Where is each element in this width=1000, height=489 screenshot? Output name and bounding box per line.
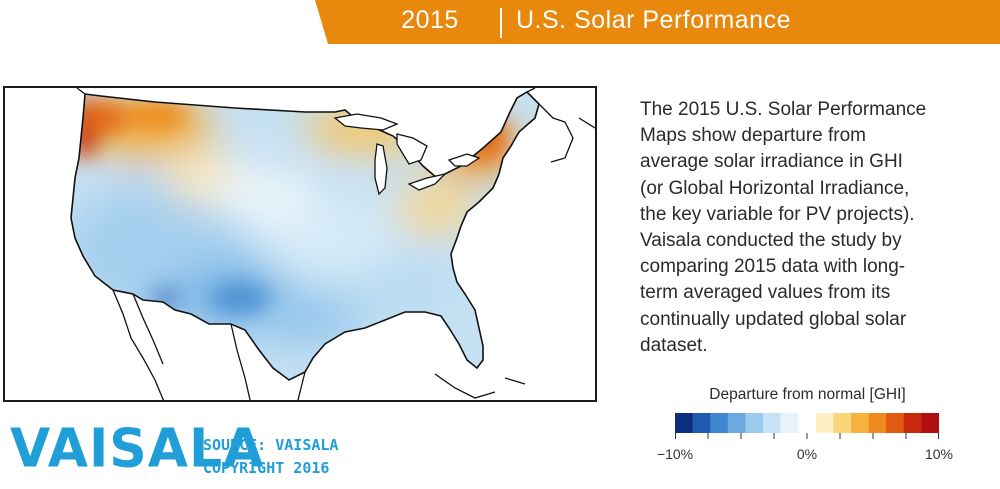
legend-title: Departure from normal [GHI] (709, 386, 906, 403)
description-line: The 2015 U.S. Solar Performance (640, 99, 927, 120)
description-text: The 2015 U.S. Solar Performance Maps sho… (640, 97, 995, 359)
legend-swatch (903, 413, 922, 433)
source-credit: SOURCE: VAISALA COPYRIGHT 2016 (203, 434, 338, 480)
neighbor-borders (76, 88, 595, 400)
legend-swatch (886, 413, 905, 433)
legend-swatch (727, 413, 746, 433)
legend-swatch (921, 413, 939, 433)
irradiance-field (71, 92, 539, 380)
legend-swatch (833, 413, 852, 433)
vaisala-logo: VAISALA (10, 418, 265, 480)
legend-swatch (763, 413, 782, 433)
description-line: average solar irradiance in GHI (640, 151, 903, 173)
description-line: the key variable for PV projects). (640, 203, 915, 225)
banner-year: 2015 (401, 6, 459, 34)
legend-tick-max: 10% (924, 446, 954, 462)
legend-tick-min: −10% (656, 446, 694, 462)
description-line: continually updated global solar (640, 308, 907, 330)
legend-swatch (745, 413, 764, 433)
description-line: comparing 2015 data with long- (640, 256, 906, 278)
legend-tick-zero: 0% (796, 446, 818, 462)
solar-map (3, 86, 597, 402)
legend-swatch (868, 413, 887, 433)
copyright-line: COPYRIGHT 2016 (203, 459, 330, 477)
description-line: term averaged values from its (640, 282, 891, 304)
legend-colorbar (675, 413, 939, 439)
legend-swatch (798, 413, 817, 433)
banner-shape (315, 0, 1000, 44)
banner-title: U.S. Solar Performance (516, 6, 791, 34)
description-line: dataset. (640, 334, 708, 356)
legend-swatch (692, 413, 711, 433)
great-lakes (333, 113, 481, 196)
legend-swatch (675, 413, 694, 433)
description-line: Vaisala conducted the study by (640, 230, 902, 252)
legend-swatch (710, 413, 729, 433)
description-line: Maps show departure from (640, 125, 866, 147)
legend-swatch (780, 413, 799, 433)
header-banner: 2015 U.S. Solar Performance (0, 0, 1000, 44)
legend-swatch (815, 413, 834, 433)
source-line: SOURCE: VAISALA (203, 436, 339, 454)
banner-separator (500, 8, 502, 38)
description-line: (or Global Horizontal Irradiance, (640, 177, 910, 199)
us-map-svg (70, 88, 595, 400)
legend-swatch (851, 413, 870, 433)
